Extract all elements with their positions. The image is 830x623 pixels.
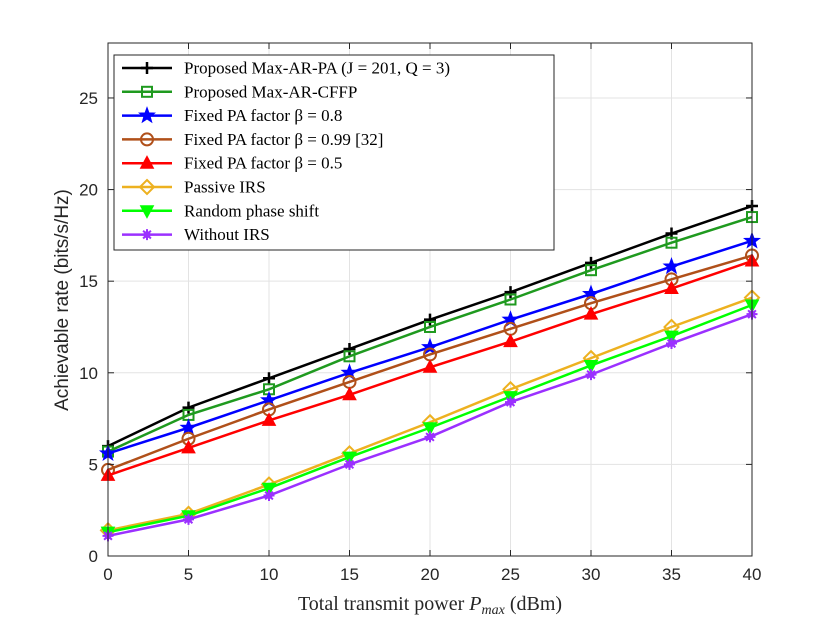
legend-label: Proposed Max-AR-CFFP <box>184 82 357 101</box>
data-point <box>662 257 681 275</box>
x-axis-title: Total transmit power Pmax (dBm) <box>298 593 562 618</box>
legend-label: Proposed Max-AR-PA (J = 201, Q = 3) <box>184 59 450 78</box>
series-line <box>107 254 753 472</box>
x-tick-label: 30 <box>582 565 601 584</box>
legend-marker <box>138 178 156 196</box>
data-point <box>342 451 357 466</box>
data-point <box>343 350 356 363</box>
legend-label: Passive IRS <box>184 178 266 197</box>
legend-entry: Proposed Max-AR-CFFP <box>122 82 357 101</box>
data-point <box>422 422 438 436</box>
legend-marker <box>139 155 155 169</box>
data-point <box>664 280 679 295</box>
legend-marker <box>137 106 157 124</box>
data-point <box>504 286 517 299</box>
data-point <box>585 369 597 381</box>
data-point <box>504 293 517 306</box>
data-point <box>183 513 194 525</box>
data-point <box>263 490 275 502</box>
x-tick-label: 10 <box>260 565 279 584</box>
data-point <box>583 306 599 320</box>
data-point <box>344 458 355 470</box>
legend-box <box>113 54 555 251</box>
legend-marker <box>141 85 153 98</box>
data-point <box>343 342 356 355</box>
legend-marker <box>141 62 153 74</box>
legend-entry: Fixed PA factor β = 0.5 <box>122 154 342 173</box>
legend-marker <box>141 229 153 241</box>
data-point <box>181 439 196 454</box>
legend-marker <box>140 132 154 147</box>
x-tick-label: 15 <box>340 565 359 584</box>
data-point <box>263 372 275 385</box>
data-point <box>585 256 597 269</box>
legend-entry: Fixed PA factor β = 0.8 <box>122 106 342 125</box>
series-line <box>107 215 753 453</box>
data-point <box>179 418 198 436</box>
series-8 <box>102 308 758 542</box>
legend-entry: Passive IRS <box>122 178 266 197</box>
data-point <box>664 330 679 345</box>
legend-label: Fixed PA factor β = 0.8 <box>184 106 342 125</box>
data-point <box>261 482 277 497</box>
data-point <box>503 333 518 348</box>
x-tick-label: 5 <box>184 565 193 584</box>
data-point <box>666 337 677 349</box>
legend-label: Without IRS <box>184 225 270 244</box>
x-tick-label: 0 <box>103 565 112 584</box>
data-point <box>424 431 436 443</box>
axis-ticks: 0 5 10 15 20 25 30 35 40 0 5 10 15 20 25 <box>79 43 761 584</box>
legend-label: Random phase shift <box>184 201 319 220</box>
y-tick-label: 5 <box>89 455 98 474</box>
legend-entry: Fixed PA factor β = 0.99 [32] <box>122 130 383 149</box>
legend-entry: Proposed Max-AR-PA (J = 201, Q = 3) <box>122 59 450 78</box>
data-point <box>420 337 440 355</box>
data-point <box>182 401 195 414</box>
legend-entry: Random phase shift <box>122 201 319 220</box>
y-axis-title: Achievable rate (bits/s/Hz) <box>52 189 73 411</box>
series-layer <box>98 200 762 542</box>
y-tick-label: 25 <box>79 89 98 108</box>
legend: Proposed Max-AR-PA (J = 201, Q = 3) Propo… <box>113 54 555 251</box>
data-point <box>665 236 678 249</box>
legend-marker <box>139 205 155 219</box>
legend-label: Fixed PA factor β = 0.5 <box>184 154 342 173</box>
data-point <box>583 359 599 374</box>
y-tick-label: 0 <box>89 547 98 566</box>
data-point <box>342 386 357 401</box>
x-tick-label: 25 <box>501 565 520 584</box>
y-tick-label: 20 <box>79 181 98 200</box>
data-point <box>505 396 516 408</box>
legend-entry: Without IRS <box>122 225 270 244</box>
data-point <box>261 412 277 426</box>
y-tick-label: 10 <box>79 364 98 383</box>
x-tick-label: 35 <box>662 565 681 584</box>
data-point <box>424 313 436 326</box>
legend-label: Fixed PA factor β = 0.99 [32] <box>184 130 383 149</box>
data-point <box>422 359 438 373</box>
y-tick-label: 15 <box>79 272 98 291</box>
data-point <box>585 264 597 277</box>
x-tick-label: 40 <box>743 565 762 584</box>
data-point <box>424 320 436 333</box>
x-tick-label: 20 <box>421 565 440 584</box>
